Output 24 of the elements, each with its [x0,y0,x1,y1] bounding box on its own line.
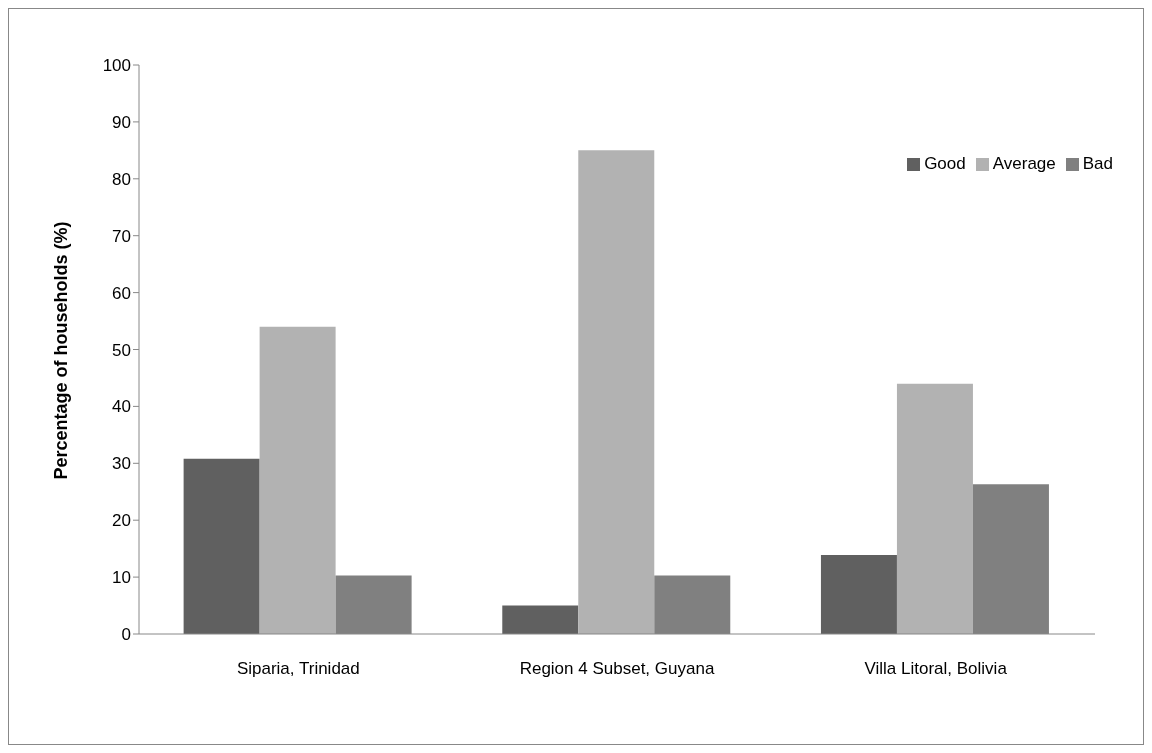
bar [896,383,973,634]
y-tick-label: 40 [112,397,131,417]
x-tick-label: Region 4 Subset, Guyana [519,659,715,679]
y-tick-label: 10 [112,568,131,588]
legend-label: Bad [1082,154,1113,173]
bar [502,605,579,634]
y-tick-label: 50 [112,340,131,360]
x-tick-label: Villa Litoral, Bolivia [864,659,1008,679]
legend-label: Average [992,154,1056,173]
y-tick-label: 70 [112,226,131,246]
y-axis-title: Percentage of households (%) [51,221,72,480]
y-tick-label: 20 [112,511,131,531]
bar [183,458,260,634]
bar [578,150,655,634]
y-tick-label: 60 [112,283,131,303]
bar [820,554,897,634]
legend-label: Good [924,154,966,173]
y-tick-label: 30 [112,454,131,474]
bar [259,326,336,634]
y-tick-label: 80 [112,169,131,189]
y-tick-label: 90 [112,112,131,132]
x-tick-label: Siparia, Trinidad [236,659,360,679]
y-tick-label: 0 [121,625,131,645]
y-tick-label: 100 [102,56,131,76]
